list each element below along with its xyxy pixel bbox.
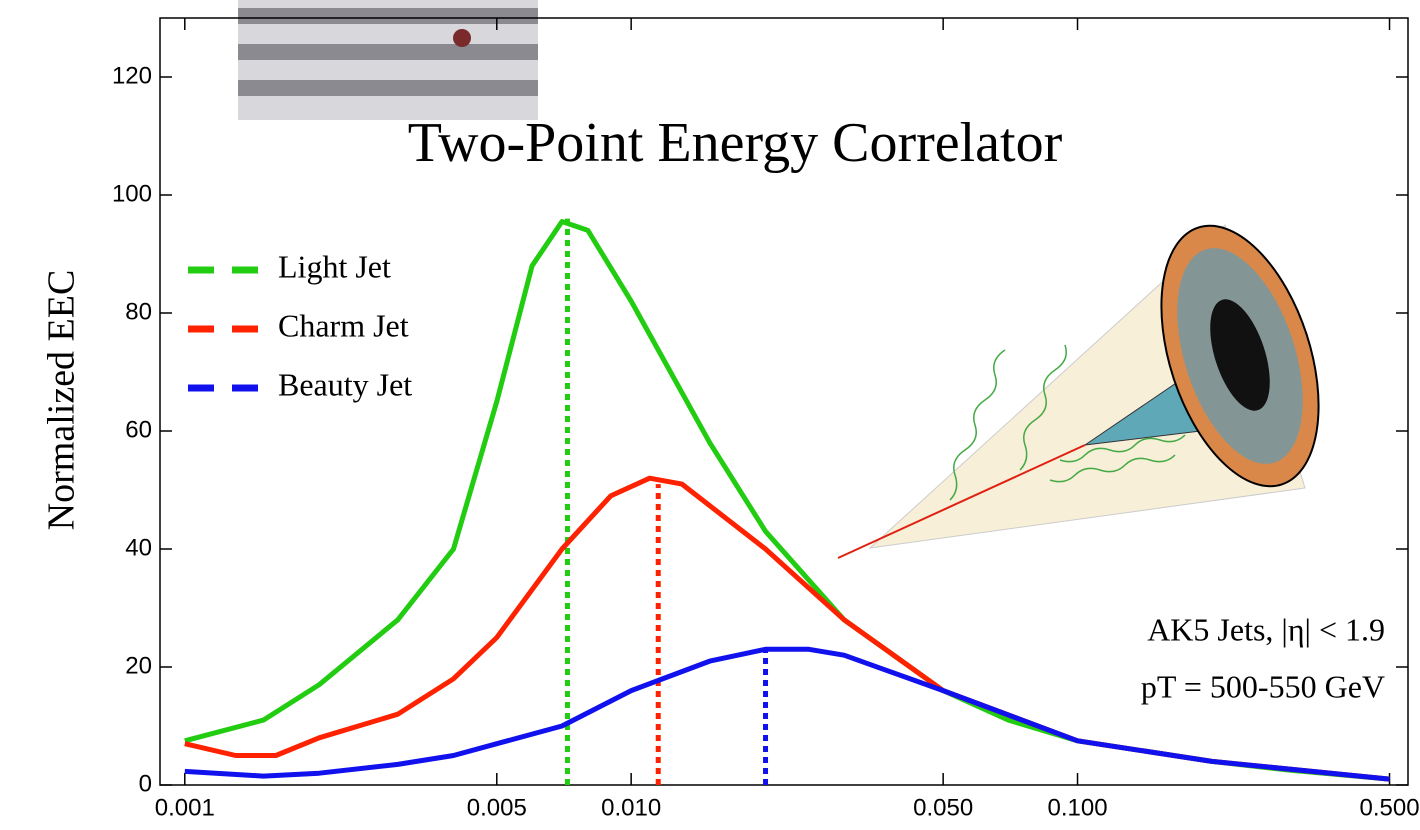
y-axis-label: Normalized EEC <box>41 270 83 531</box>
y-tick-label: 60 <box>125 416 152 443</box>
chart-title: Two-Point Energy Correlator <box>408 112 1063 174</box>
annotation: pT = 500-550 GeV <box>1141 668 1385 704</box>
x-tick-label: 0.010 <box>601 794 661 821</box>
series-line <box>184 646 1390 782</box>
annotation: AK5 Jets, |η| < 1.9 <box>1147 611 1385 647</box>
x-tick-label: 0.050 <box>913 794 973 821</box>
y-tick-label: 40 <box>125 534 152 561</box>
x-tick-label: 0.500 <box>1359 794 1419 821</box>
plot-frame <box>159 17 1409 786</box>
y-tick-label: 120 <box>112 62 152 89</box>
legend-label: Beauty Jet <box>278 366 412 402</box>
x-tick-label: 0.001 <box>155 794 215 821</box>
legend-label: Light Jet <box>278 248 391 284</box>
y-tick-label: 100 <box>112 180 152 207</box>
photo <box>238 0 538 120</box>
y-tick-label: 0 <box>139 770 152 797</box>
y-tick-label: 20 <box>125 652 152 679</box>
legend-label: Charm Jet <box>278 307 409 343</box>
x-tick-label: 0.100 <box>1047 794 1107 821</box>
y-tick-label: 80 <box>125 298 152 325</box>
cone-illustration <box>837 224 1320 559</box>
x-tick-label: 0.005 <box>467 794 527 821</box>
